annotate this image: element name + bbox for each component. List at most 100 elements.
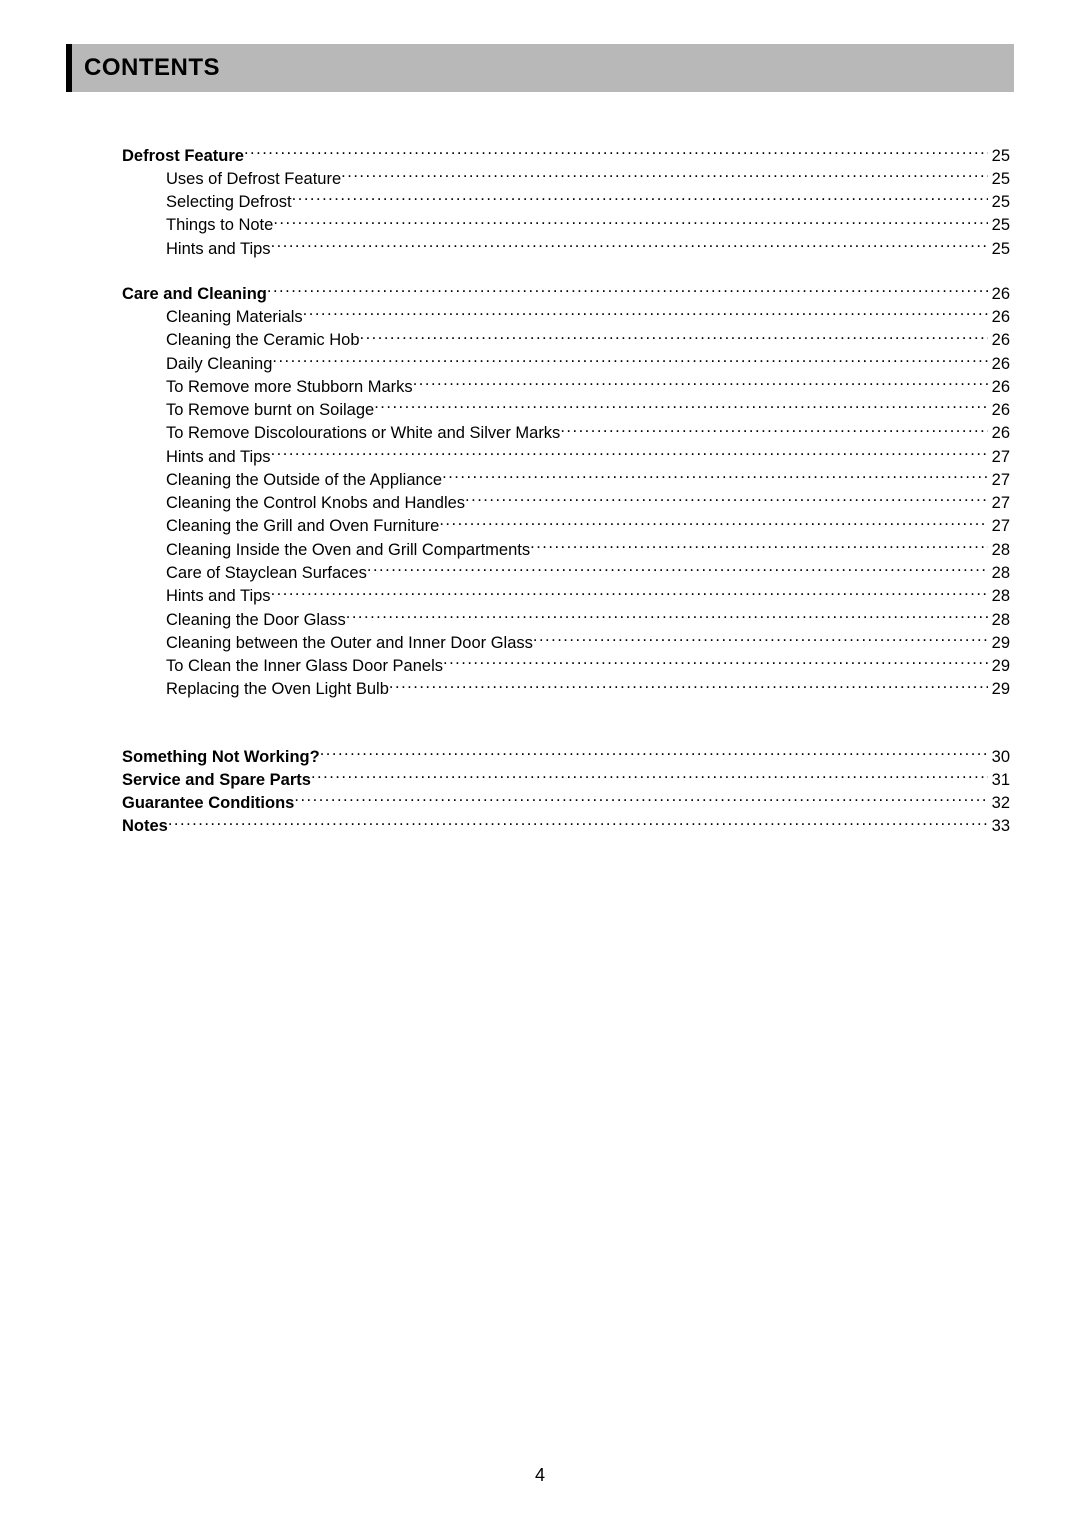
toc-entry-page: 26 [988,353,1010,376]
toc-entry-label: Something Not Working? [122,746,320,769]
toc-subentry: To Clean the Inner Glass Door Panels 29 [122,655,1010,678]
toc-subentry: To Remove burnt on Soilage 26 [122,399,1010,422]
toc-entry-label: Notes [122,815,168,838]
toc-leader-dots [320,745,988,762]
page: CONTENTS Defrost Feature 25Uses of Defro… [0,0,1080,1528]
toc-entry-page: 25 [988,214,1010,237]
toc-entry-label: Replacing the Oven Light Bulb [166,678,389,701]
toc-leader-dots [443,655,988,672]
toc-heading-entry: Guarantee Conditions 32 [122,792,1010,815]
toc-entry-page: 28 [988,609,1010,632]
toc-subentry: Hints and Tips 27 [122,445,1010,468]
toc-subentry: Cleaning the Door Glass 28 [122,608,1010,631]
toc-subentry: Cleaning the Outside of the Appliance 27 [122,468,1010,491]
toc-entry-page: 26 [988,399,1010,422]
toc-entry-label: Selecting Defrost [166,191,292,214]
toc-entry-label: Hints and Tips [166,238,271,261]
toc-entry-label: Things to Note [166,214,273,237]
toc-leader-dots [244,144,988,161]
toc-entry-page: 26 [988,306,1010,329]
toc-leader-dots [439,515,987,532]
toc-subentry: Cleaning the Ceramic Hob 26 [122,329,1010,352]
toc-leader-dots [267,282,988,299]
toc-entry-page: 26 [988,376,1010,399]
toc-subentry: To Remove more Stubborn Marks 26 [122,375,1010,398]
toc-leader-dots [442,468,988,485]
toc-heading-entry: Defrost Feature 25 [122,144,1010,167]
toc-leader-dots [168,815,988,832]
toc-entry-label: Cleaning the Grill and Oven Furniture [166,515,439,538]
toc-leader-dots [272,352,987,369]
toc-heading-entry: Care and Cleaning 26 [122,282,1010,305]
toc-subentry: Selecting Defrost 25 [122,191,1010,214]
toc-leader-dots [533,631,988,648]
toc-leader-dots [271,445,988,462]
toc-entry-page: 28 [988,539,1010,562]
toc-entry-label: Defrost Feature [122,145,244,168]
toc-heading-entry: Something Not Working? 30 [122,745,1010,768]
contents-title: CONTENTS [84,54,220,82]
toc-subentry: Daily Cleaning 26 [122,352,1010,375]
toc-subentry: Care of Stayclean Surfaces 28 [122,562,1010,585]
toc-subentry: Uses of Defrost Feature 25 [122,167,1010,190]
toc-subentry: To Remove Discolourations or White and S… [122,422,1010,445]
toc-leader-dots [360,329,988,346]
toc-leader-dots [374,399,987,416]
toc-subentry: Cleaning Inside the Oven and Grill Compa… [122,538,1010,561]
toc-entry-page: 32 [988,792,1010,815]
toc-entry-label: Cleaning the Outside of the Appliance [166,469,442,492]
toc-entry-page: 27 [988,492,1010,515]
toc-heading-entry: Service and Spare Parts 31 [122,768,1010,791]
toc-leader-dots [292,191,988,208]
toc-entry-label: Cleaning the Ceramic Hob [166,329,360,352]
toc-entry-page: 25 [988,238,1010,261]
toc-entry-label: Cleaning the Door Glass [166,609,346,632]
toc-leader-dots [303,306,988,323]
toc-entry-label: Cleaning between the Outer and Inner Doo… [166,632,533,655]
toc-entry-page: 26 [988,422,1010,445]
page-number: 4 [0,1465,1080,1486]
toc-leader-dots [367,562,988,579]
toc-leader-dots [294,792,987,809]
toc-subentry: Hints and Tips 28 [122,585,1010,608]
toc-entry-label: Cleaning the Control Knobs and Handles [166,492,465,515]
toc-entry-page: 33 [988,815,1010,838]
toc-entry-page: 29 [988,632,1010,655]
contents-header: CONTENTS [66,44,1014,92]
toc-entry-label: Daily Cleaning [166,353,272,376]
toc-entry-page: 25 [988,145,1010,168]
toc-heading-entry: Notes 33 [122,815,1010,838]
toc-entry-label: Hints and Tips [166,585,271,608]
toc-entry-label: Uses of Defrost Feature [166,168,341,191]
toc-entry-label: To Remove burnt on Soilage [166,399,374,422]
toc-subentry: Cleaning the Grill and Oven Furniture 27 [122,515,1010,538]
toc-leader-dots [271,585,988,602]
toc-entry-label: To Remove more Stubborn Marks [166,376,413,399]
toc-subentry: Cleaning the Control Knobs and Handles 2… [122,492,1010,515]
toc-leader-dots [530,538,988,555]
toc-entry-label: Care of Stayclean Surfaces [166,562,367,585]
toc-leader-dots [413,375,988,392]
toc-entry-page: 25 [988,168,1010,191]
toc-entry-page: 25 [988,191,1010,214]
toc-entry-page: 27 [988,515,1010,538]
toc-leader-dots [271,237,988,254]
toc-entry-page: 28 [988,585,1010,608]
toc-entry-label: Cleaning Inside the Oven and Grill Compa… [166,539,530,562]
toc-subentry: Hints and Tips 25 [122,237,1010,260]
toc-entry-page: 29 [988,655,1010,678]
toc-group-gap [122,701,1010,745]
toc-entry-page: 30 [988,746,1010,769]
toc-group-gap [122,260,1010,282]
toc-subentry: Replacing the Oven Light Bulb 29 [122,678,1010,701]
toc-entry-label: To Clean the Inner Glass Door Panels [166,655,443,678]
toc-entry-page: 28 [988,562,1010,585]
toc-entry-page: 26 [988,329,1010,352]
toc-entry-label: Care and Cleaning [122,283,267,306]
toc-entry-label: To Remove Discolourations or White and S… [166,422,560,445]
toc-entry-label: Guarantee Conditions [122,792,294,815]
toc-leader-dots [273,214,987,231]
toc-leader-dots [311,768,988,785]
toc-entry-page: 29 [988,678,1010,701]
toc-leader-dots [465,492,988,509]
